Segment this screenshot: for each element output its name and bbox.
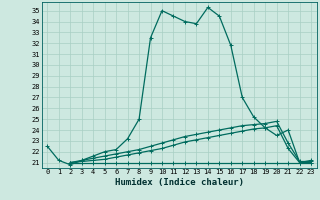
X-axis label: Humidex (Indice chaleur): Humidex (Indice chaleur) (115, 178, 244, 187)
